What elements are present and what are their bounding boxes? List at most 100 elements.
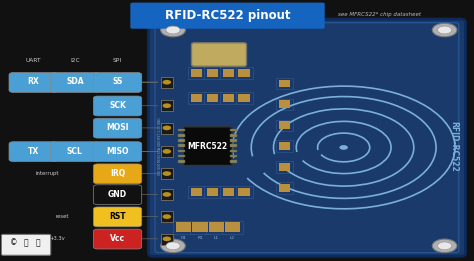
Circle shape [163, 103, 171, 108]
Text: IRQ: IRQ [110, 169, 125, 178]
Bar [230, 139, 237, 142]
FancyBboxPatch shape [51, 73, 99, 92]
Circle shape [166, 26, 180, 34]
Bar [279, 184, 290, 192]
Bar [236, 67, 253, 79]
FancyBboxPatch shape [130, 3, 325, 29]
Bar [230, 150, 237, 152]
Text: RST: RST [109, 212, 126, 221]
Bar [178, 139, 185, 142]
Bar [161, 234, 173, 245]
Circle shape [339, 145, 348, 150]
Bar [176, 222, 191, 232]
Bar [188, 92, 205, 104]
Text: SPI: SPI [113, 57, 122, 63]
FancyBboxPatch shape [93, 96, 142, 116]
Circle shape [432, 239, 457, 253]
Bar [230, 155, 237, 157]
Text: SCK: SCK [109, 101, 126, 110]
Circle shape [161, 23, 185, 37]
Bar [223, 69, 234, 77]
FancyBboxPatch shape [93, 207, 142, 227]
Text: RFID-RC522: RFID-RC522 [450, 121, 458, 171]
FancyBboxPatch shape [9, 142, 57, 162]
Bar [161, 77, 173, 88]
Bar [223, 94, 234, 102]
Text: +3.3v: +3.3v [50, 236, 65, 241]
Text: ©: © [10, 238, 18, 247]
Bar [207, 188, 218, 196]
Text: RFID-RC522 pinout: RFID-RC522 pinout [165, 9, 290, 22]
Bar [236, 186, 253, 198]
Bar [276, 78, 293, 89]
Bar [191, 69, 202, 77]
Bar [178, 144, 185, 147]
Bar [220, 67, 237, 79]
Bar [230, 144, 237, 147]
Bar [230, 129, 237, 131]
Bar [279, 80, 290, 87]
Text: MISO: MISO [106, 147, 129, 156]
FancyBboxPatch shape [51, 142, 99, 162]
Text: GND: GND [108, 190, 127, 199]
Text: MOSI: MOSI [106, 123, 129, 132]
Circle shape [163, 192, 171, 197]
Text: RX: RX [27, 78, 39, 86]
Circle shape [163, 126, 171, 130]
Bar [191, 94, 202, 102]
FancyBboxPatch shape [191, 43, 246, 66]
Bar [178, 155, 185, 157]
Text: MFRC522: MFRC522 [188, 142, 228, 151]
Bar [276, 120, 293, 131]
FancyBboxPatch shape [93, 164, 142, 184]
Bar [188, 67, 205, 79]
Bar [230, 134, 237, 137]
Bar [279, 163, 290, 171]
Bar [207, 69, 218, 77]
FancyBboxPatch shape [148, 19, 465, 256]
Bar [238, 94, 250, 102]
Text: I2C: I2C [70, 57, 80, 63]
Circle shape [432, 23, 457, 37]
Bar [173, 221, 194, 234]
Bar [230, 160, 237, 163]
Circle shape [163, 214, 171, 219]
Text: see MFRCS22* chip datasheet: see MFRCS22* chip datasheet [337, 12, 421, 17]
Circle shape [438, 26, 452, 34]
Bar [238, 69, 250, 77]
Circle shape [163, 149, 171, 154]
Text: reset: reset [55, 214, 69, 219]
Bar [207, 94, 218, 102]
FancyBboxPatch shape [1, 234, 51, 255]
Text: UART: UART [26, 57, 41, 63]
Bar [223, 188, 234, 196]
Text: Vcc: Vcc [110, 234, 125, 243]
Text: Ⓟ: Ⓟ [36, 238, 40, 247]
Bar [220, 92, 237, 104]
Bar [238, 188, 250, 196]
Text: SDA: SDA [66, 78, 84, 86]
Bar [209, 222, 224, 232]
FancyBboxPatch shape [93, 73, 142, 92]
Bar [279, 121, 290, 129]
Bar [178, 150, 185, 152]
Text: D1: D1 [181, 236, 187, 240]
Text: TX: TX [27, 147, 39, 156]
Text: interrupt: interrupt [36, 171, 59, 176]
Bar [161, 123, 173, 134]
Text: SS: SS [112, 78, 123, 86]
Bar [178, 129, 185, 131]
Bar [204, 92, 221, 104]
Bar [178, 160, 185, 163]
Bar [276, 161, 293, 173]
Bar [191, 188, 202, 196]
Text: L1: L1 [214, 236, 219, 240]
Bar [222, 221, 243, 234]
Text: L2: L2 [230, 236, 235, 240]
FancyBboxPatch shape [9, 73, 57, 92]
Bar [279, 100, 290, 108]
Text: Ⓒ: Ⓒ [24, 238, 28, 247]
FancyBboxPatch shape [183, 127, 232, 165]
Circle shape [438, 242, 452, 250]
Bar [279, 142, 290, 150]
